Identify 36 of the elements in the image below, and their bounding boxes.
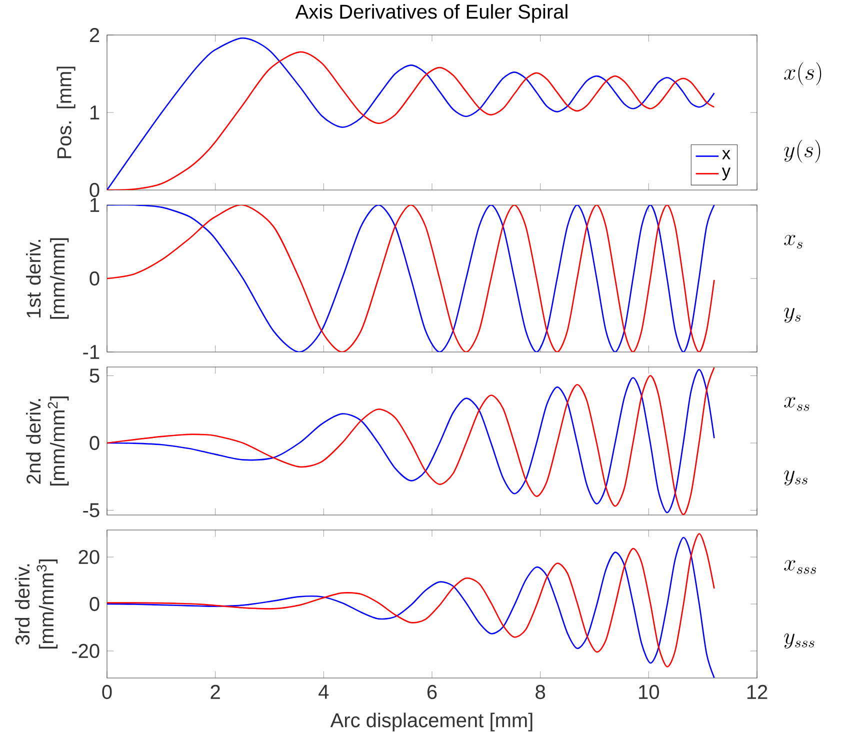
y-axis-title: Pos. [mm] bbox=[56, 66, 76, 158]
text: $y_{sss}$ bbox=[784, 634, 814, 648]
text: $x_{s}$ bbox=[784, 234, 802, 249]
y-axis-title: 3rd deriv. [mm/mm$^{3}$] bbox=[14, 560, 58, 648]
x-axis-title: Arc displacement [mm] bbox=[330, 712, 532, 732]
line-series bbox=[107, 204, 715, 352]
legend-label: y bbox=[722, 168, 731, 180]
y-tick-label: 0 bbox=[90, 436, 100, 450]
text: $x(s)$ bbox=[784, 62, 822, 86]
x-tick-label: 12 bbox=[747, 684, 768, 699]
y-tick-label: 2 bbox=[90, 28, 100, 42]
chart-title: Axis Derivatives of Euler Spiral bbox=[295, 4, 568, 23]
y-tick-label: -20 bbox=[72, 644, 100, 658]
text: $y_{s}$ bbox=[784, 308, 801, 323]
y-tick-label: 1 bbox=[90, 198, 100, 212]
x-tick-label: 6 bbox=[427, 684, 437, 700]
legend-label: x bbox=[722, 150, 730, 160]
y-tick-label: 0 bbox=[90, 271, 100, 286]
text: $y_{ss}$ bbox=[784, 470, 808, 486]
y-axis-title: 2nd deriv. [mm/mm$^{2}$] bbox=[26, 396, 69, 486]
y-tick-label: 20 bbox=[78, 550, 100, 564]
y-tick-label: 0 bbox=[90, 182, 100, 198]
x-tick-label: 4 bbox=[318, 684, 329, 699]
y-tick-label: 0 bbox=[90, 596, 100, 612]
x-tick-label: 0 bbox=[102, 684, 112, 700]
x-tick-label: 8 bbox=[536, 684, 546, 700]
y-tick-label: 5 bbox=[90, 368, 100, 383]
text: $x_{ss}$ bbox=[784, 397, 810, 411]
y-tick-label: -1 bbox=[83, 345, 100, 359]
text: $x_{sss}$ bbox=[784, 560, 816, 574]
y-axis-title: 1st deriv. [mm/mm] bbox=[26, 238, 69, 319]
text: $y(s)$ bbox=[784, 140, 820, 163]
y-tick-label: 1 bbox=[90, 106, 100, 120]
x-tick-label: 10 bbox=[639, 684, 660, 700]
x-tick-label: 2 bbox=[210, 684, 220, 699]
y-tick-label: -5 bbox=[83, 503, 100, 518]
